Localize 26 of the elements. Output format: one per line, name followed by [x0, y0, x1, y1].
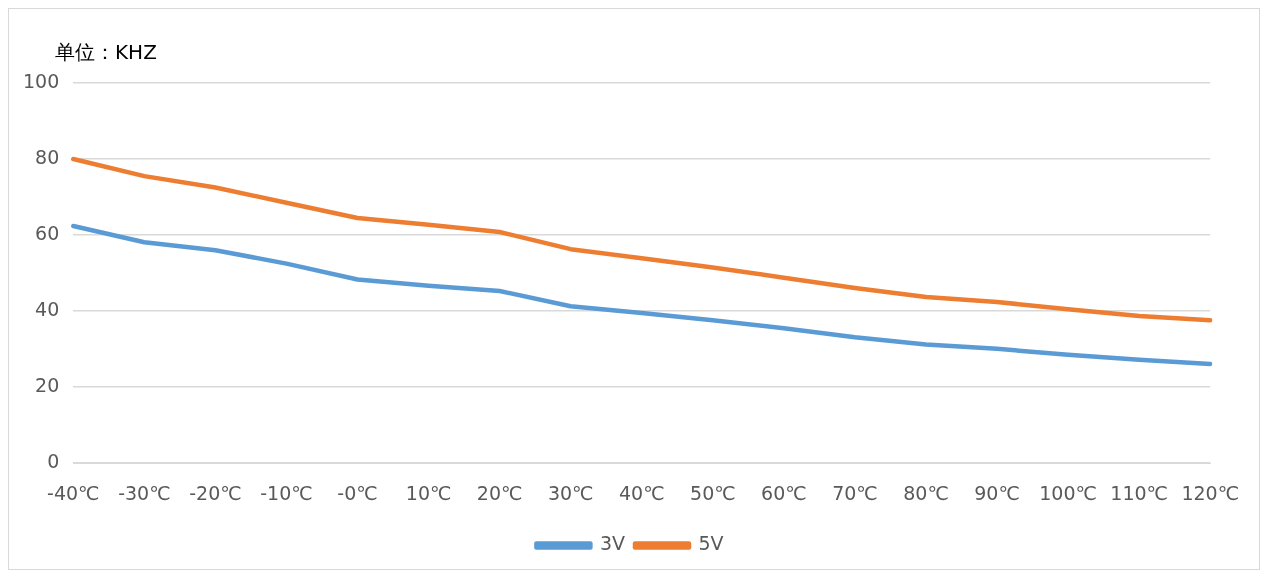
- x-tick-label: -40℃: [47, 481, 100, 504]
- x-tick-label: -30℃: [118, 481, 171, 504]
- y-tick-label: 80: [35, 145, 60, 168]
- x-tick-label: 10℃: [405, 481, 452, 504]
- x-tick-label: 40℃: [618, 481, 665, 504]
- y-tick-label: 60: [35, 222, 60, 245]
- x-tick-label: 80℃: [903, 481, 949, 504]
- x-tick-label: 110℃: [1110, 481, 1168, 504]
- x-tick-label: -10℃: [260, 481, 313, 504]
- y-tick-label: 0: [47, 450, 60, 473]
- x-tick-label: -0℃: [337, 481, 378, 504]
- legend-label: 3V: [599, 532, 626, 555]
- x-tick-label: 60℃: [761, 481, 807, 504]
- x-tick-label: 70℃: [832, 481, 878, 504]
- x-tick-label: 20℃: [476, 481, 523, 504]
- x-tick-label: 100℃: [1039, 481, 1097, 504]
- x-tick-label: 90℃: [974, 481, 1020, 504]
- x-tick-label: 120℃: [1181, 481, 1239, 504]
- x-tick-label: 30℃: [547, 481, 594, 504]
- y-axis-title: 单位：KHZ: [55, 40, 157, 64]
- y-tick-label: 20: [35, 374, 60, 397]
- y-tick-label: 100: [23, 69, 60, 92]
- x-tick-label: -20℃: [189, 481, 242, 504]
- x-tick-label: 50℃: [690, 481, 736, 504]
- y-tick-label: 40: [35, 298, 60, 321]
- legend-label: 5V: [698, 532, 724, 555]
